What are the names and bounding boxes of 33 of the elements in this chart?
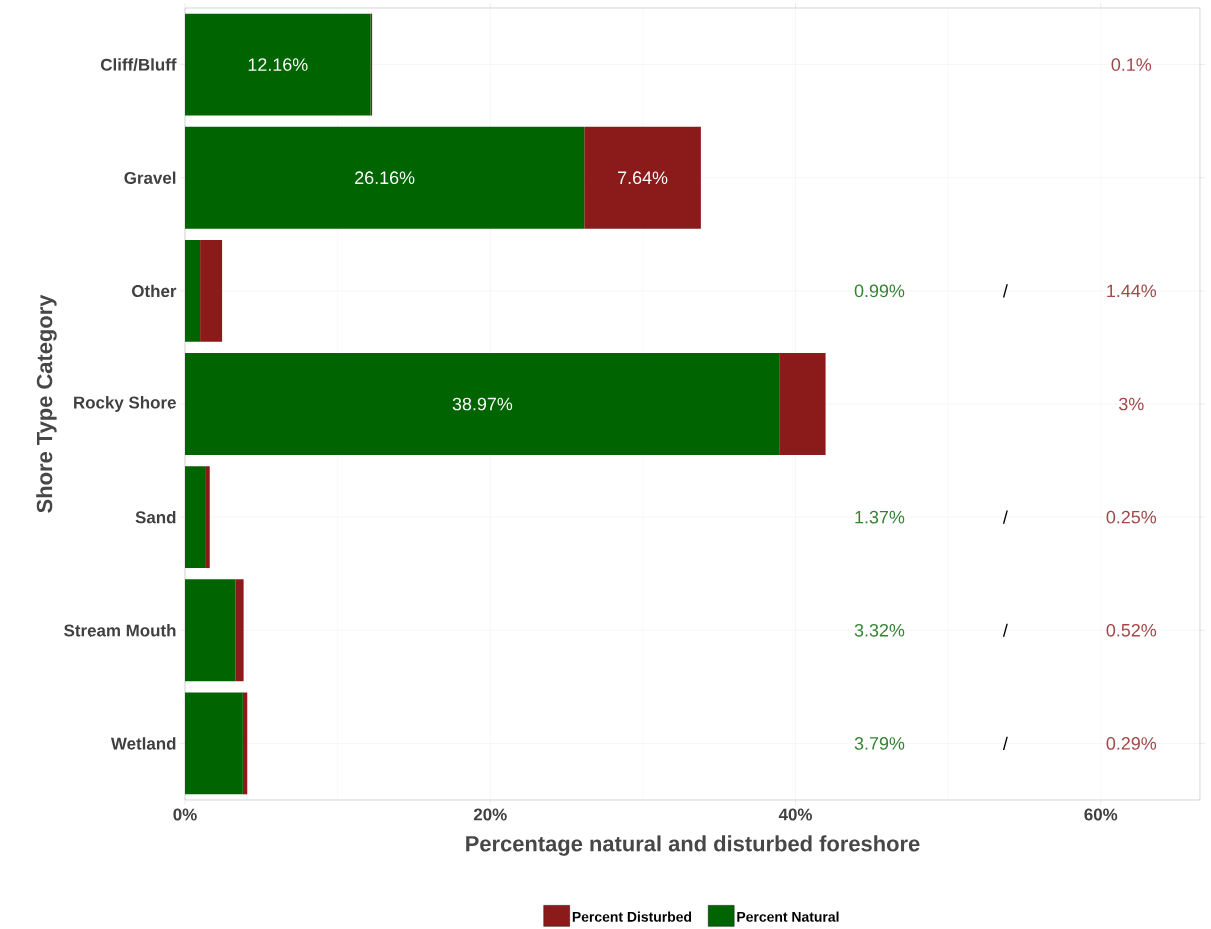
annotation: 3.79% — [854, 737, 905, 750]
annotation: 0.29% — [1106, 737, 1157, 750]
legend-label: Percent Natural — [737, 911, 839, 923]
annotation: / — [1002, 737, 1008, 751]
annotation: 1.37% — [855, 511, 905, 524]
data-label: 26.16% — [355, 171, 415, 185]
y-tick-label: Cliff/Bluff — [100, 58, 177, 72]
annotation: 0.1% — [1111, 58, 1152, 72]
x-tick-label: 0% — [173, 808, 197, 821]
x-tick-label: 60% — [1084, 808, 1118, 821]
annotation: 0.25% — [1106, 511, 1157, 524]
legend-label: Percent Disturbed — [572, 911, 692, 923]
y-tick-label: Other — [132, 284, 177, 298]
annotation: / — [1002, 284, 1008, 298]
y-tick-label: Wetland — [110, 737, 176, 750]
x-tick-label: 40% — [778, 808, 812, 821]
y-tick-label: Gravel — [124, 171, 176, 185]
annotation: 3.32% — [854, 624, 905, 637]
data-label: 7.64% — [618, 171, 668, 185]
y-axis-title: Shore Type Category — [36, 294, 57, 514]
annotation: 0.52% — [1106, 624, 1157, 637]
data-label: 12.16% — [248, 58, 308, 72]
x-axis-title: Percentage natural and disturbed foreshore — [466, 835, 920, 857]
annotation: 0.99% — [854, 284, 905, 298]
y-tick-label: Stream Mouth — [64, 624, 176, 637]
y-tick-label: Sand — [135, 511, 176, 524]
y-tick-label: Rocky Shore — [74, 396, 176, 413]
x-tick-label: 20% — [473, 808, 507, 821]
annotation: 1.44% — [1107, 284, 1157, 298]
data-label: 38.97% — [452, 397, 513, 411]
annotation: / — [1002, 510, 1008, 524]
annotation: / — [1002, 623, 1008, 638]
annotation: 3% — [1119, 397, 1144, 411]
